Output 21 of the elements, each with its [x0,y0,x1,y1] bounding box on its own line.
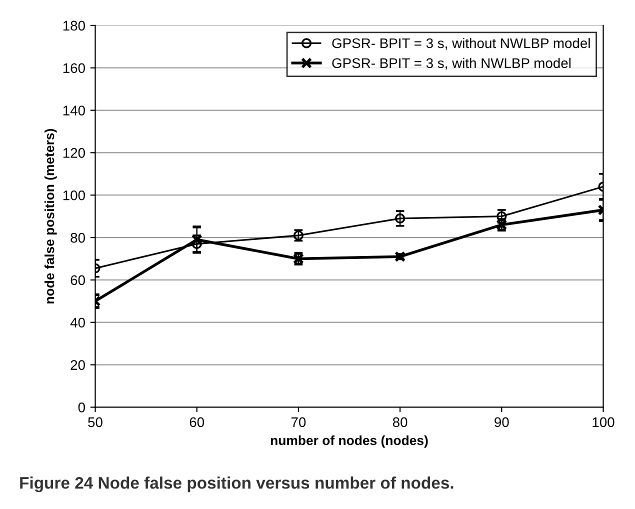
y-tick-label: 80 [70,232,85,243]
y-tick-label: 40 [70,318,85,328]
legend-label: GPSR- BPIT = 3 s, with NWLBP model [332,58,571,70]
y-tick-label: 160 [63,63,85,74]
y-tick-label: 100 [63,190,85,200]
y-tick-label: 140 [63,106,85,116]
y-tick-label: 20 [70,360,85,370]
y-tick-label: 60 [70,275,85,286]
caption: Figure 24 Node false position versus number of nodes. [20,476,454,492]
x-tick-label: 90 [494,417,509,428]
x-tick-label: 100 [592,417,614,428]
x-tick-label: 80 [392,417,408,428]
x-tick-label: 60 [190,417,204,428]
x-axis-title: number of nodes (nodes) [270,435,428,448]
y-tick-label: 120 [63,148,85,158]
y-tick-label: 0 [78,402,85,412]
y-axis-title: node false position (meters) [44,128,57,304]
x-tick-label: 70 [291,417,306,428]
x-tick-label: 50 [88,417,102,428]
y-tick-label: 180 [63,20,85,31]
legend-label: GPSR- BPIT = 3 s, without NWLBP model [332,38,590,50]
